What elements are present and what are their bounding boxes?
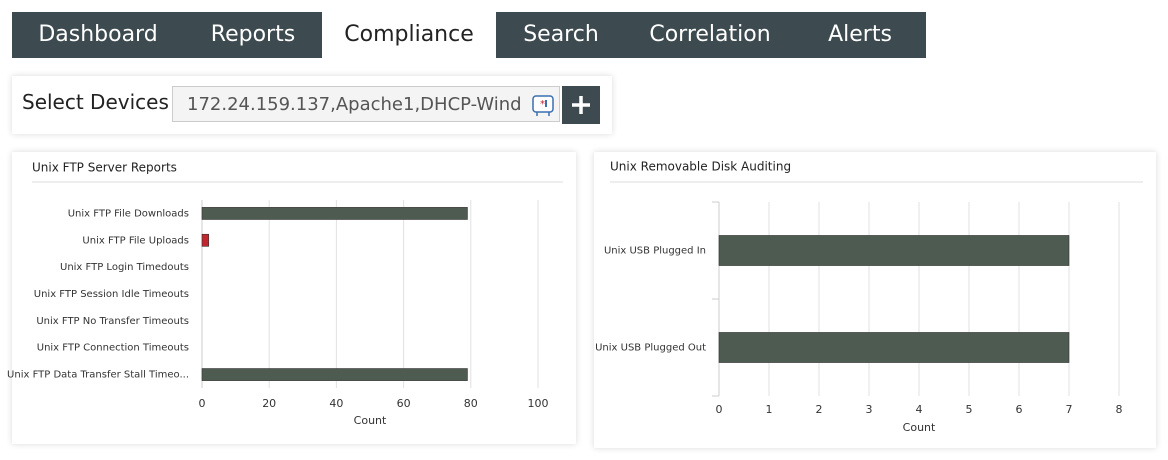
- svg-text:*: *: [540, 99, 545, 110]
- x-tick-label: 2: [816, 403, 823, 416]
- x-tick-label: 40: [329, 397, 343, 410]
- device-selector: Select Devices 172.24.159.137,Apache1,DH…: [12, 76, 612, 134]
- add-button[interactable]: [562, 86, 600, 124]
- nav-tab[interactable]: Alerts: [828, 22, 892, 47]
- x-tick-label: 8: [1116, 403, 1123, 416]
- x-tick-label: 0: [199, 397, 206, 410]
- x-tick-label: 3: [866, 403, 873, 416]
- y-tick-label: Unix FTP Data Transfer Stall Timeo...: [7, 370, 189, 381]
- x-axis-label: Count: [354, 414, 387, 427]
- selector-label: Select Devices: [22, 90, 169, 114]
- x-tick-label: 80: [464, 397, 478, 410]
- nav-bar: Dashboard Reports Compliance Search Correlat…: [12, 12, 926, 58]
- y-tick-label: Unix FTP Connection Timeouts: [37, 343, 189, 354]
- nav-tab[interactable]: Search: [523, 22, 599, 47]
- x-tick-label: 7: [1066, 403, 1073, 416]
- x-tick-label: 60: [397, 397, 411, 410]
- y-tick-label: Unix USB Plugged Out: [595, 343, 706, 354]
- plus-icon: [572, 96, 590, 114]
- x-tick-label: 5: [966, 403, 973, 416]
- nav-tab[interactable]: Dashboard: [38, 22, 158, 47]
- bar: [201, 368, 468, 381]
- y-tick-label: Unix FTP File Uploads: [82, 235, 189, 246]
- x-tick-label: 20: [262, 397, 276, 410]
- y-tick-label: Unix USB Plugged In: [604, 246, 706, 257]
- y-tick-label: Unix FTP No Transfer Timeouts: [36, 316, 189, 327]
- chart-title: Unix Removable Disk Auditing: [610, 160, 791, 174]
- y-tick-label: Unix FTP Login Timedouts: [60, 262, 189, 273]
- bar: [201, 233, 210, 247]
- y-tick-label: Unix FTP File Downloads: [68, 208, 189, 219]
- nav-tab[interactable]: Correlation: [649, 22, 771, 47]
- y-tick-label: Unix FTP Session Idle Timeouts: [34, 289, 189, 300]
- x-tick-label: 6: [1016, 403, 1023, 416]
- nav-tab[interactable]: Compliance: [322, 12, 496, 58]
- x-tick-label: 1: [766, 403, 773, 416]
- x-tick-label: 100: [528, 397, 549, 410]
- device-value: 172.24.159.137,Apache1,DHCP-Wind: [187, 94, 522, 115]
- nav-tab[interactable]: Reports: [210, 22, 296, 47]
- device-icon[interactable]: *: [531, 93, 555, 117]
- bar: [718, 235, 1070, 266]
- chart-panel: [12, 152, 576, 444]
- x-axis-label: Count: [903, 421, 936, 434]
- chart-panel: [594, 152, 1156, 448]
- chart-title: Unix FTP Server Reports: [32, 161, 177, 175]
- x-tick-label: 0: [716, 403, 723, 416]
- bar: [201, 207, 468, 220]
- bar: [718, 332, 1070, 363]
- device-input[interactable]: 172.24.159.137,Apache1,DHCP-Wind *: [172, 86, 560, 122]
- x-tick-label: 4: [916, 403, 923, 416]
